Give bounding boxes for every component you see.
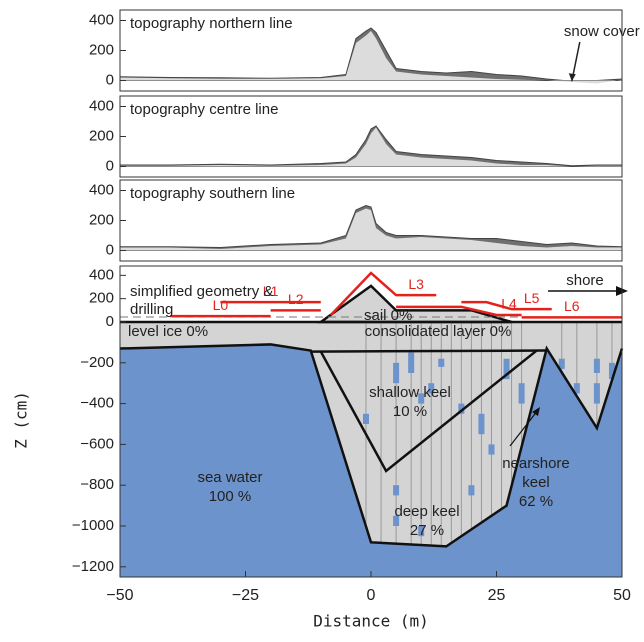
void xyxy=(438,358,445,367)
x-tick-label: 0 xyxy=(367,587,376,604)
region-label: sail 0% xyxy=(364,307,412,324)
arrow-head xyxy=(532,407,540,416)
y-tick-label: 200 xyxy=(89,290,114,307)
void xyxy=(573,383,580,394)
void xyxy=(593,383,600,404)
y-tick-label: 400 xyxy=(89,11,114,28)
y-tick-label: 400 xyxy=(89,181,114,198)
x-tick-label: −25 xyxy=(232,587,259,604)
region-label: nearshore xyxy=(502,455,570,472)
drill-line xyxy=(461,300,552,311)
x-tick-label: 25 xyxy=(488,587,506,604)
void xyxy=(393,485,400,496)
panel-title: topography southern line xyxy=(130,185,295,202)
region-label: 100 % xyxy=(209,488,252,505)
region-label: level ice 0% xyxy=(128,323,208,340)
shore-label: shore xyxy=(566,272,604,289)
topography-area xyxy=(120,208,622,251)
nearshore-arrow xyxy=(509,409,539,447)
ice-body xyxy=(120,322,622,547)
region-label: keel xyxy=(522,474,550,491)
region-label: shallow keel xyxy=(369,384,451,401)
region-label: consolidated layer 0% xyxy=(365,323,512,340)
arrow-head xyxy=(568,73,576,82)
annotation: snow cover xyxy=(564,23,640,40)
y-tick-label: −600 xyxy=(80,435,114,452)
void xyxy=(393,362,400,384)
drill-label: L0 xyxy=(213,297,229,313)
void xyxy=(558,358,565,369)
drill-line xyxy=(329,271,437,316)
region-label: deep keel xyxy=(394,503,459,520)
void xyxy=(418,393,425,404)
void xyxy=(478,413,485,435)
y-tick-label: −400 xyxy=(80,395,114,412)
topography-area xyxy=(120,31,622,84)
void xyxy=(593,358,600,373)
region-label: 27 % xyxy=(410,522,444,539)
y-tick-label: −200 xyxy=(80,354,114,371)
y-axis-label: Z (cm) xyxy=(12,391,31,449)
y-tick-label: 0 xyxy=(106,313,114,330)
panel-frame xyxy=(119,179,623,262)
panel-title: simplified geometry & xyxy=(130,283,273,300)
drill-line xyxy=(396,305,522,317)
void xyxy=(503,358,510,380)
ice-bottom xyxy=(119,343,624,548)
panel-frame xyxy=(119,95,623,178)
topography-area xyxy=(120,127,622,167)
void xyxy=(458,403,465,414)
panel-frame xyxy=(119,265,623,578)
void xyxy=(428,383,435,394)
y-tick-label: 200 xyxy=(89,127,114,144)
void xyxy=(488,444,495,455)
layer-boundary xyxy=(319,349,538,473)
x-axis-label: Distance (m) xyxy=(313,612,429,631)
y-tick-label: 0 xyxy=(106,157,114,174)
drill-label: L6 xyxy=(564,298,580,314)
x-tick-label: 50 xyxy=(613,587,631,604)
y-tick-label: 200 xyxy=(89,41,114,58)
region-label: 62 % xyxy=(519,493,553,510)
y-tick-label: −1000 xyxy=(72,517,114,534)
y-tick-label: 0 xyxy=(106,71,114,88)
y-tick-label: 0 xyxy=(106,241,114,258)
drill-label: L1 xyxy=(263,283,279,299)
y-tick-label: 400 xyxy=(89,266,114,283)
panel-title: drilling xyxy=(130,301,173,318)
void xyxy=(468,485,475,496)
region-label: sea water xyxy=(197,469,262,486)
y-tick-label: 400 xyxy=(89,97,114,114)
void xyxy=(608,362,615,380)
y-tick-label: −1200 xyxy=(72,558,114,575)
y-tick-label: −800 xyxy=(80,476,114,493)
void xyxy=(393,515,400,526)
layer-boundary xyxy=(310,349,547,353)
x-tick-label: −50 xyxy=(106,587,133,604)
panel-title: topography centre line xyxy=(130,101,278,118)
drill-label: L5 xyxy=(524,290,540,306)
panel-frame xyxy=(119,9,623,92)
void xyxy=(362,413,369,424)
drill-label: L2 xyxy=(288,291,304,307)
void xyxy=(518,383,525,404)
region-label: 10 % xyxy=(393,403,427,420)
drill-label: L3 xyxy=(408,276,424,292)
panel-title: topography northern line xyxy=(130,15,293,32)
void xyxy=(408,352,415,373)
y-tick-label: 200 xyxy=(89,211,114,228)
void xyxy=(418,526,425,537)
